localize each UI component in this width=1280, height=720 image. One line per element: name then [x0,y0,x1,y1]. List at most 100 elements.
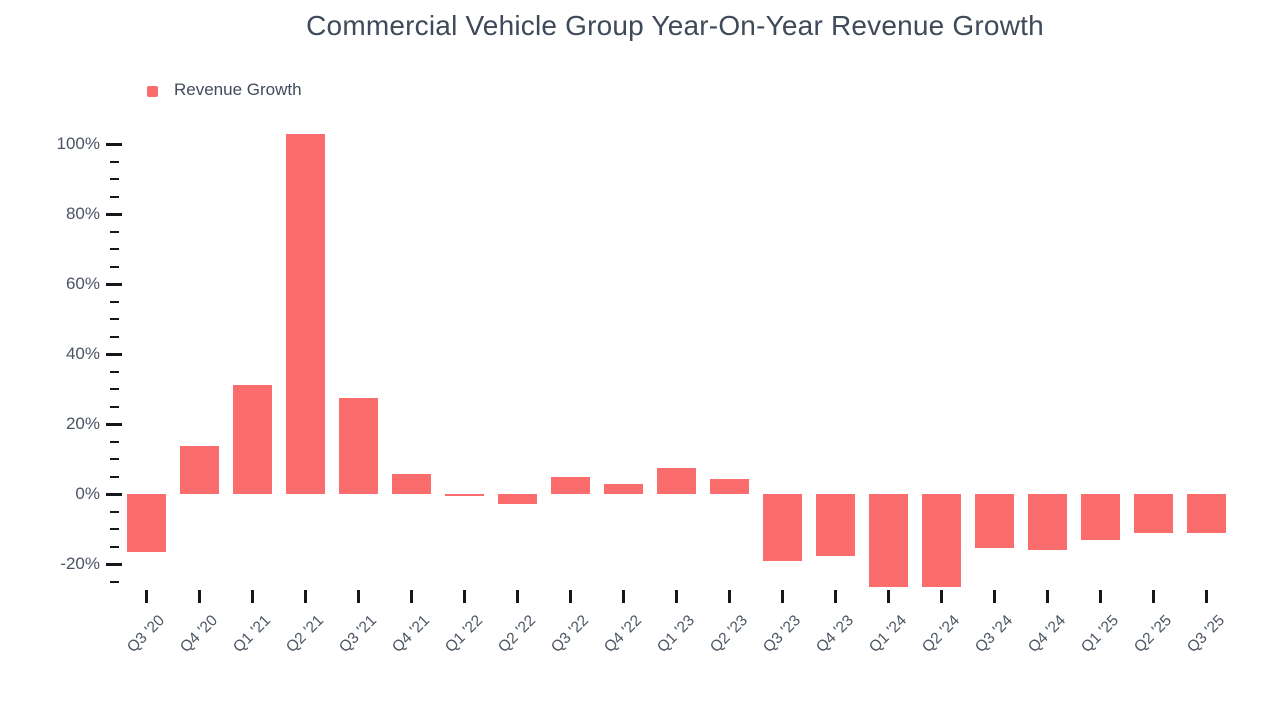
revenue-growth-bar[interactable] [232,385,272,494]
revenue-growth-bar[interactable] [815,494,855,556]
y-axis-minor-tick [110,440,119,443]
x-axis-tick-label: Q3 '25 [1184,612,1229,656]
y-axis-tick-label: 80% [65,204,100,223]
revenue-growth-bar[interactable] [1080,494,1120,540]
revenue-growth-bar[interactable] [709,479,749,494]
x-axis-tick [674,590,678,603]
x-axis-tick-label: Q1 '21 [230,612,275,656]
y-axis-minor-tick [110,388,119,390]
x-axis-tick [886,590,890,603]
y-axis-major-tick [106,212,122,216]
x-axis-tick-label: Q4 '23 [813,612,858,656]
y-axis-minor-tick [110,335,119,338]
revenue-growth-bar[interactable] [550,476,590,494]
y-axis-minor-tick [110,475,119,478]
x-axis-tick [303,590,307,603]
x-axis-tick [356,590,360,603]
x-axis-tick-label: Q2 '21 [283,612,328,656]
legend-swatch-icon [147,85,158,97]
x-axis-tick [621,590,625,603]
revenue-growth-bar[interactable] [1186,494,1226,534]
y-axis-tick-label: -20% [60,554,100,573]
x-axis-tick-label: Q2 '25 [1131,612,1176,656]
y-axis-tick-label: 40% [65,344,100,363]
revenue-growth-bar[interactable] [497,494,537,505]
revenue-growth-bar[interactable] [179,446,219,494]
y-axis-major-tick [106,352,122,356]
x-axis-tick-label: Q1 '23 [654,612,699,656]
x-axis-tick-label: Q3 '21 [336,612,381,656]
y-axis-major-tick [106,142,122,146]
y-axis-minor-tick [110,318,119,320]
y-axis-minor-tick [110,458,119,460]
revenue-growth-bar[interactable] [868,494,908,587]
y-axis-minor-tick [110,300,119,303]
x-axis-tick-label: Q3 '22 [548,612,593,656]
x-axis-tick [780,590,784,603]
x-axis-tick-label: Q1 '24 [866,612,911,656]
y-axis-major-tick [106,562,122,566]
x-axis-tick [250,590,254,603]
y-axis-minor-tick [110,510,119,513]
x-axis-tick [144,590,148,603]
y-axis-minor-tick [110,178,119,180]
x-axis-tick-label: Q4 '24 [1025,612,1070,656]
revenue-growth-bar[interactable] [921,494,961,587]
x-axis-tick-label: Q3 '23 [760,612,805,656]
x-axis-tick [515,590,519,603]
y-axis-minor-tick [110,370,119,373]
x-axis-tick [1151,590,1155,603]
y-axis-major-tick [106,422,122,426]
x-axis-tick [1045,590,1049,603]
x-axis-tick-label: Q3 '24 [972,612,1017,656]
y-axis-minor-tick [110,248,119,250]
chart-title: Commercial Vehicle Group Year-On-Year Re… [306,10,1044,41]
x-axis-tick [1204,590,1208,603]
x-axis-tick [727,590,731,603]
revenue-growth-bar[interactable] [974,494,1014,548]
x-axis-tick [197,590,201,603]
revenue-growth-bar[interactable] [603,484,643,494]
y-axis-tick-label: 0% [75,484,100,503]
y-axis-major-tick [106,282,122,286]
revenue-growth-bar[interactable] [338,398,378,494]
y-axis-tick-label: 60% [65,274,100,293]
y-axis-minor-tick [110,405,119,408]
revenue-growth-bar[interactable] [285,133,325,494]
revenue-growth-bar[interactable] [1133,494,1173,534]
x-axis-tick [992,590,996,603]
y-axis-minor-tick [110,195,119,198]
legend: Revenue Growth [147,80,302,100]
revenue-growth-bar[interactable] [762,494,802,561]
revenue-growth-bar[interactable] [391,474,431,494]
x-axis-tick [1098,590,1102,603]
x-axis-tick [409,590,413,603]
x-axis-tick-label: Q2 '22 [495,612,540,656]
x-axis-tick-label: Q4 '22 [601,612,646,656]
y-axis-minor-tick [110,545,119,548]
revenue-growth-bar[interactable] [656,468,696,494]
x-axis-tick [939,590,943,603]
revenue-growth-bar[interactable] [126,494,166,553]
y-axis-minor-tick [110,580,119,583]
y-axis-major-tick [106,492,122,496]
y-axis-minor-tick [110,265,119,268]
x-axis-tick [833,590,837,603]
x-axis-tick-label: Q4 '21 [389,612,434,656]
x-axis-tick [568,590,572,603]
y-axis-minor-tick [110,230,119,233]
legend-item-revenue-growth[interactable]: Revenue Growth [147,80,302,100]
x-axis-tick-label: Q1 '25 [1078,612,1123,656]
y-axis-tick-label: 20% [65,414,100,433]
revenue-growth-bar[interactable] [444,494,484,496]
x-axis-tick-label: Q2 '23 [707,612,752,656]
y-axis-tick-label: 100% [56,134,100,153]
y-axis-minor-tick [110,528,119,530]
x-axis-tick-label: Q2 '24 [919,612,964,656]
x-axis-tick-label: Q3 '20 [124,612,169,656]
y-axis-minor-tick [110,160,119,163]
revenue-growth-bar[interactable] [1027,494,1067,550]
x-axis-tick [462,590,466,603]
x-axis-tick-label: Q4 '20 [177,612,222,656]
